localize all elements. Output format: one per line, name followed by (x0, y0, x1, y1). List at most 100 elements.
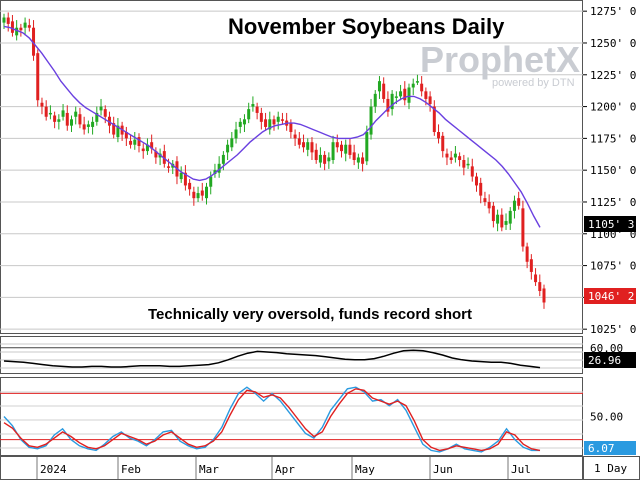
candle (230, 132, 234, 152)
candle (411, 78, 415, 96)
candle (462, 154, 466, 176)
candle-body (36, 53, 40, 101)
candle (517, 191, 521, 210)
candle-body (327, 157, 331, 162)
candle-body (179, 172, 183, 180)
candle-body (107, 116, 111, 126)
candle (183, 165, 187, 191)
candle-body (86, 124, 90, 127)
candle-body (217, 163, 221, 173)
candle-body (487, 201, 491, 209)
time-axis: 2024 Feb Mar Apr May Jun Jul (40, 463, 531, 476)
candle-body (517, 198, 521, 206)
adx-line (3, 349, 541, 369)
candle (297, 132, 301, 149)
candle (314, 143, 318, 164)
candle (179, 166, 183, 183)
candle-body (297, 138, 301, 145)
price-tick-label: 1225' 0 (590, 69, 636, 82)
candle-body (32, 27, 36, 56)
candle-body (352, 152, 356, 161)
candle (420, 76, 424, 97)
candle (361, 152, 365, 172)
stoch-series-line (3, 388, 541, 452)
candle (306, 138, 310, 157)
adx-panel-frame (0, 336, 583, 374)
stoch-panel-frame (0, 377, 583, 456)
candle (318, 147, 322, 168)
adx-gridlines (0, 343, 583, 369)
candle (496, 209, 500, 232)
candle (542, 284, 546, 309)
candle-body (124, 132, 128, 139)
candle (6, 12, 10, 32)
candle-body (70, 119, 73, 126)
month-label: Jul (511, 463, 531, 476)
candle-body (209, 176, 213, 187)
candle (504, 213, 508, 230)
candle (470, 158, 474, 182)
candle-body (259, 112, 263, 122)
candle (95, 106, 99, 126)
candle-body (365, 132, 369, 162)
candle-body (61, 110, 65, 117)
candle (133, 132, 137, 150)
watermark-tagline: powered by DTN (492, 77, 575, 89)
candle (19, 23, 23, 37)
candle-body (512, 200, 516, 211)
candle (27, 18, 31, 32)
stochastic-lines (3, 386, 541, 453)
candle-body (74, 111, 78, 117)
candle (264, 112, 268, 131)
candle (162, 144, 166, 168)
candle-body (167, 166, 171, 168)
candle-body (251, 104, 255, 107)
candle-body (264, 119, 268, 127)
candle (251, 96, 255, 112)
candle-body (82, 124, 86, 130)
candle-body (293, 134, 297, 139)
month-label: Mar (199, 463, 219, 476)
candle (415, 74, 419, 85)
candle-body (538, 282, 542, 292)
candle (352, 144, 356, 166)
candle-body (462, 160, 466, 168)
candle (44, 100, 48, 121)
candle-body (449, 157, 453, 161)
candle-body (479, 182, 483, 196)
candle-body (496, 214, 500, 224)
candle (200, 182, 204, 201)
adx-tick-label: 60.00 (590, 342, 623, 355)
month-label: Apr (275, 463, 295, 476)
month-label: 2024 (40, 463, 67, 476)
candle-body (129, 140, 133, 145)
candle-body (415, 81, 419, 83)
candle-body (2, 17, 6, 23)
candle (154, 147, 158, 164)
candle (23, 17, 27, 36)
candle-body (200, 190, 204, 196)
candle (247, 102, 251, 124)
ma-tag-box (584, 216, 636, 232)
candle-body (272, 119, 276, 125)
candle-body (57, 119, 61, 122)
candle-body (377, 81, 381, 92)
candle-body (437, 132, 441, 139)
candle-body (53, 115, 57, 122)
candle-body (238, 121, 242, 127)
candle (74, 106, 78, 125)
price-tick-label: 1200' 0 (590, 101, 636, 114)
candle (491, 201, 495, 228)
candle (86, 120, 90, 134)
candle-body (137, 137, 141, 147)
candle (483, 191, 487, 206)
candle-body (276, 116, 280, 122)
candle-body (340, 144, 343, 152)
candle (192, 186, 196, 206)
candle-body (40, 102, 44, 107)
watermark-brand: ProphetX (420, 39, 580, 80)
candle (382, 77, 386, 103)
candle (65, 105, 69, 131)
candle (508, 207, 512, 230)
candle (534, 268, 538, 286)
